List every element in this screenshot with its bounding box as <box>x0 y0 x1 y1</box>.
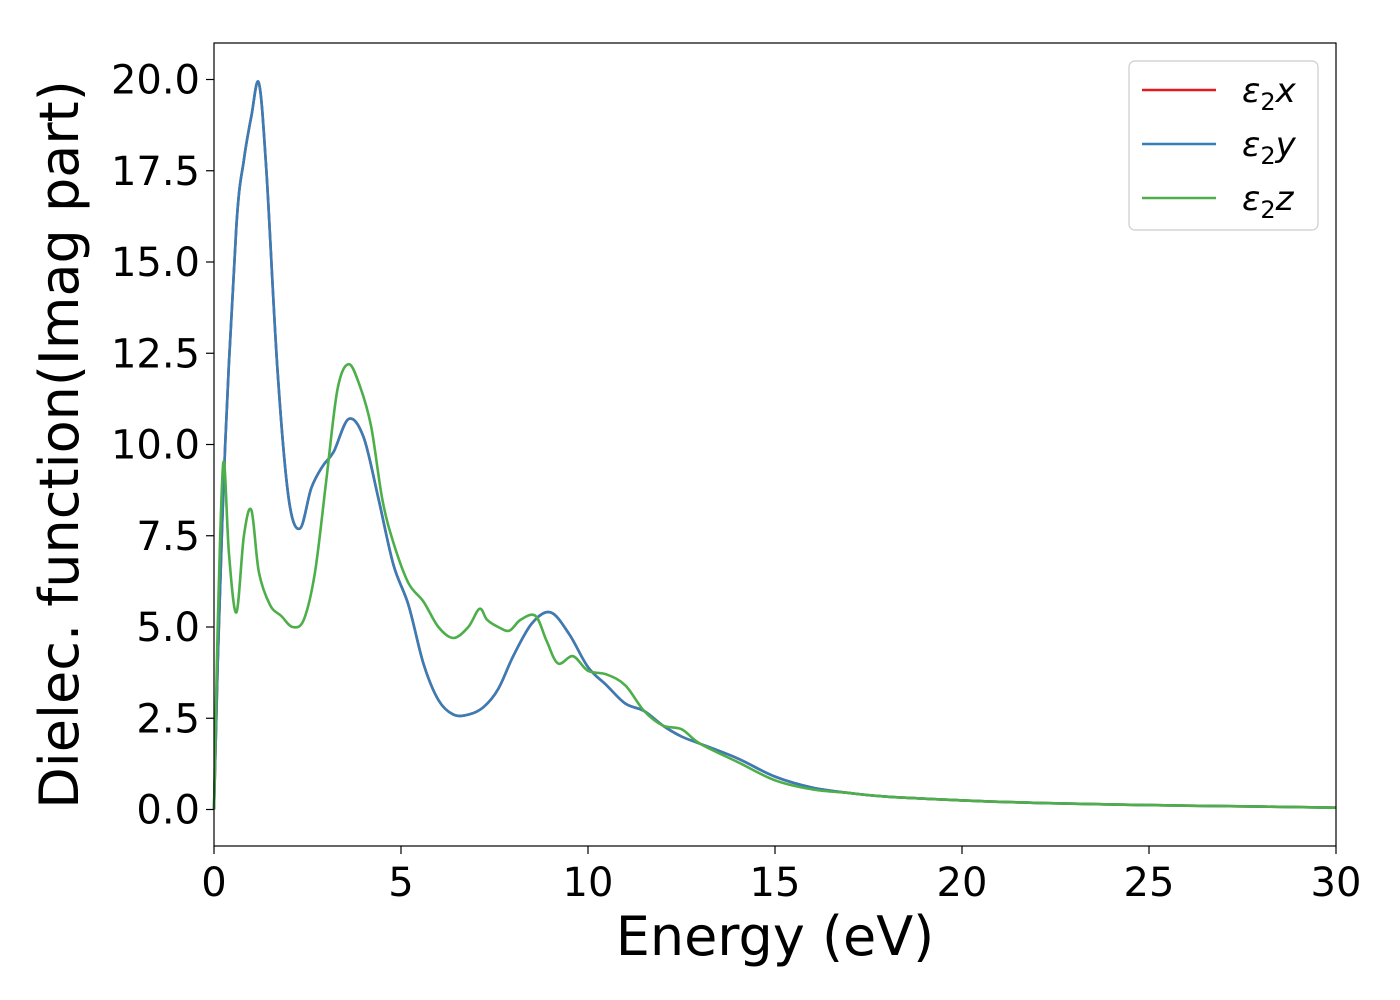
legend: ε2x ε2y ε2z <box>1128 60 1319 231</box>
legend-label-1: ε2x <box>1242 71 1297 116</box>
y-axis-title: Dielec. function(Imag part) <box>28 80 91 809</box>
x-tick-label: 25 <box>1124 860 1175 906</box>
y-tick-label: 0.0 <box>136 788 200 834</box>
x-tick-label: 0 <box>201 860 226 906</box>
plot-lines <box>212 80 1337 810</box>
series-line-3 <box>212 362 1337 810</box>
x-tick-label: 10 <box>563 860 614 906</box>
x-tick-label: 30 <box>1311 860 1362 906</box>
y-tick-label: 17.5 <box>111 149 200 195</box>
x-tick-label: 20 <box>937 860 988 906</box>
series-line-2 <box>212 80 1337 810</box>
legend-label-3: ε2z <box>1242 179 1295 224</box>
x-tick-label: 5 <box>388 860 413 906</box>
y-tick-label: 12.5 <box>111 331 200 377</box>
y-tick-label: 20.0 <box>111 58 200 104</box>
y-tick-label: 2.5 <box>136 696 200 742</box>
y-tick-label: 7.5 <box>136 514 200 560</box>
y-tick-label: 10.0 <box>111 423 200 469</box>
x-axis: 0 5 10 15 20 25 30 <box>201 846 1361 906</box>
legend-frame <box>1128 60 1319 231</box>
y-axis: 0.0 2.5 5.0 7.5 10.0 12.5 15.0 17.5 20.0 <box>111 58 214 834</box>
y-tick-label: 15.0 <box>111 240 200 286</box>
x-axis-title: Energy (eV) <box>616 905 935 968</box>
x-tick-label: 15 <box>750 860 801 906</box>
y-tick-label: 5.0 <box>136 605 200 651</box>
legend-label-2: ε2y <box>1242 125 1297 170</box>
